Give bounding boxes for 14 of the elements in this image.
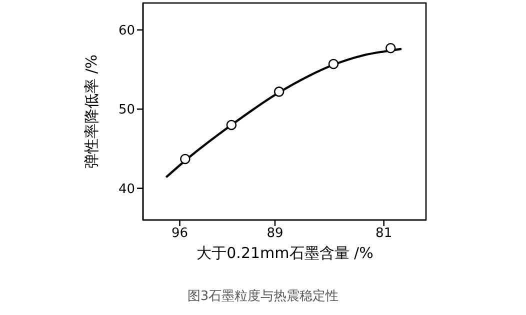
point (385, 42, 396, 54)
x-tick-label: 96 (171, 226, 188, 242)
y-tick-label: 40 (118, 182, 135, 197)
y-tick-label: 60 (118, 24, 135, 39)
point (328, 58, 339, 70)
point (274, 86, 284, 97)
text: 图3石墨粒度与热震稳定性 (187, 288, 339, 304)
point (226, 120, 237, 130)
y-axis-title: 弹性率降低率 /% (82, 54, 100, 169)
y-tick-label: 50 (118, 102, 135, 118)
x-axis-title: 大于0.21mm石墨含量 /% (196, 244, 374, 262)
x-tick-label: 81 (376, 226, 392, 242)
point (180, 154, 190, 164)
x-tick-label: 89 (266, 226, 284, 242)
